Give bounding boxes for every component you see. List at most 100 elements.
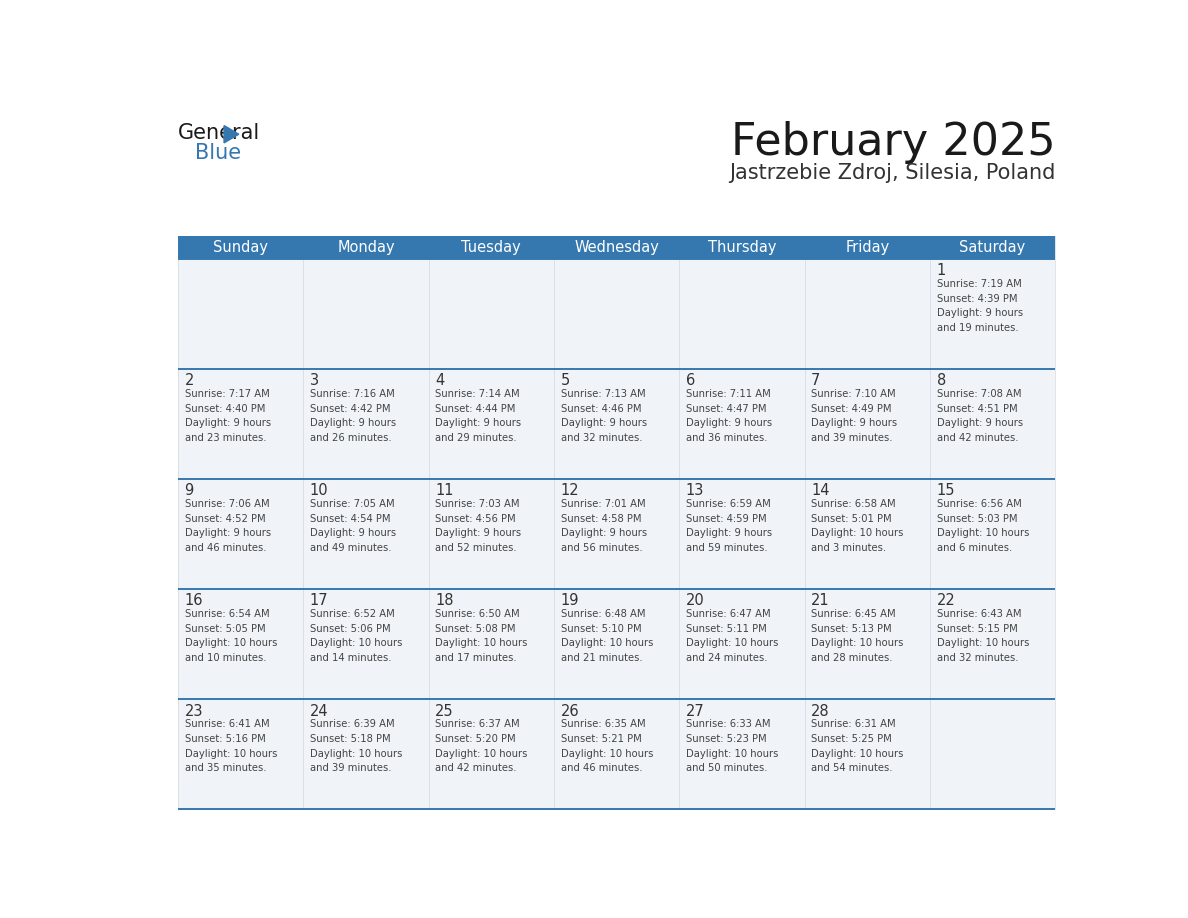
Text: Sunrise: 6:35 AM
Sunset: 5:21 PM
Daylight: 10 hours
and 46 minutes.: Sunrise: 6:35 AM Sunset: 5:21 PM Dayligh… (561, 719, 653, 773)
Text: 1: 1 (936, 263, 946, 278)
Text: Sunrise: 6:37 AM
Sunset: 5:20 PM
Daylight: 10 hours
and 42 minutes.: Sunrise: 6:37 AM Sunset: 5:20 PM Dayligh… (435, 719, 527, 773)
Text: Sunrise: 6:52 AM
Sunset: 5:06 PM
Daylight: 10 hours
and 14 minutes.: Sunrise: 6:52 AM Sunset: 5:06 PM Dayligh… (310, 609, 403, 664)
Text: 7: 7 (811, 374, 821, 388)
Text: 24: 24 (310, 703, 329, 719)
Text: Sunrise: 6:58 AM
Sunset: 5:01 PM
Daylight: 10 hours
and 3 minutes.: Sunrise: 6:58 AM Sunset: 5:01 PM Dayligh… (811, 498, 904, 554)
Bar (303, 589, 429, 700)
Text: 15: 15 (936, 484, 955, 498)
Text: Saturday: Saturday (960, 241, 1025, 255)
Text: Sunrise: 6:31 AM
Sunset: 5:25 PM
Daylight: 10 hours
and 54 minutes.: Sunrise: 6:31 AM Sunset: 5:25 PM Dayligh… (811, 719, 904, 773)
Text: Jastrzebie Zdroj, Silesia, Poland: Jastrzebie Zdroj, Silesia, Poland (729, 163, 1055, 184)
Bar (554, 589, 680, 700)
Text: 16: 16 (184, 594, 203, 609)
Bar (804, 479, 930, 589)
Text: Sunrise: 7:08 AM
Sunset: 4:51 PM
Daylight: 9 hours
and 42 minutes.: Sunrise: 7:08 AM Sunset: 4:51 PM Dayligh… (936, 389, 1023, 443)
Bar (680, 589, 804, 700)
Bar (303, 369, 429, 479)
Bar (178, 700, 303, 810)
Text: 25: 25 (435, 703, 454, 719)
Text: 19: 19 (561, 594, 579, 609)
Bar (554, 369, 680, 479)
Text: Sunday: Sunday (213, 241, 268, 255)
Text: Sunrise: 7:17 AM
Sunset: 4:40 PM
Daylight: 9 hours
and 23 minutes.: Sunrise: 7:17 AM Sunset: 4:40 PM Dayligh… (184, 389, 271, 443)
Text: Sunrise: 6:47 AM
Sunset: 5:11 PM
Daylight: 10 hours
and 24 minutes.: Sunrise: 6:47 AM Sunset: 5:11 PM Dayligh… (685, 609, 778, 664)
Text: 11: 11 (435, 484, 454, 498)
Bar (554, 259, 680, 369)
Text: Sunrise: 7:06 AM
Sunset: 4:52 PM
Daylight: 9 hours
and 46 minutes.: Sunrise: 7:06 AM Sunset: 4:52 PM Dayligh… (184, 498, 271, 554)
Bar (930, 237, 1055, 259)
Text: 12: 12 (561, 484, 579, 498)
Text: Sunrise: 6:56 AM
Sunset: 5:03 PM
Daylight: 10 hours
and 6 minutes.: Sunrise: 6:56 AM Sunset: 5:03 PM Dayligh… (936, 498, 1029, 554)
Bar (930, 589, 1055, 700)
Text: 10: 10 (310, 484, 329, 498)
Bar (303, 259, 429, 369)
Text: 22: 22 (936, 594, 955, 609)
Text: Blue: Blue (195, 143, 241, 162)
Text: Sunrise: 6:45 AM
Sunset: 5:13 PM
Daylight: 10 hours
and 28 minutes.: Sunrise: 6:45 AM Sunset: 5:13 PM Dayligh… (811, 609, 904, 664)
Text: 6: 6 (685, 374, 695, 388)
Text: Sunrise: 6:33 AM
Sunset: 5:23 PM
Daylight: 10 hours
and 50 minutes.: Sunrise: 6:33 AM Sunset: 5:23 PM Dayligh… (685, 719, 778, 773)
Text: 2: 2 (184, 374, 194, 388)
Text: General: General (178, 123, 260, 143)
Text: Sunrise: 7:14 AM
Sunset: 4:44 PM
Daylight: 9 hours
and 29 minutes.: Sunrise: 7:14 AM Sunset: 4:44 PM Dayligh… (435, 389, 522, 443)
Text: Sunrise: 7:01 AM
Sunset: 4:58 PM
Daylight: 9 hours
and 56 minutes.: Sunrise: 7:01 AM Sunset: 4:58 PM Dayligh… (561, 498, 646, 554)
Bar (680, 259, 804, 369)
Bar (429, 479, 554, 589)
Bar (804, 259, 930, 369)
Text: Sunrise: 7:10 AM
Sunset: 4:49 PM
Daylight: 9 hours
and 39 minutes.: Sunrise: 7:10 AM Sunset: 4:49 PM Dayligh… (811, 389, 897, 443)
Bar (804, 700, 930, 810)
Text: February 2025: February 2025 (731, 121, 1055, 164)
Text: 21: 21 (811, 594, 829, 609)
Bar (680, 700, 804, 810)
Text: 20: 20 (685, 594, 704, 609)
Text: 8: 8 (936, 374, 946, 388)
Text: Sunrise: 7:11 AM
Sunset: 4:47 PM
Daylight: 9 hours
and 36 minutes.: Sunrise: 7:11 AM Sunset: 4:47 PM Dayligh… (685, 389, 772, 443)
Bar (930, 369, 1055, 479)
Text: Tuesday: Tuesday (461, 241, 522, 255)
Text: Monday: Monday (337, 241, 394, 255)
Text: Sunrise: 6:48 AM
Sunset: 5:10 PM
Daylight: 10 hours
and 21 minutes.: Sunrise: 6:48 AM Sunset: 5:10 PM Dayligh… (561, 609, 653, 664)
Bar (554, 237, 680, 259)
Bar (429, 237, 554, 259)
Bar (303, 700, 429, 810)
Text: 23: 23 (184, 703, 203, 719)
Text: 14: 14 (811, 484, 829, 498)
Text: 9: 9 (184, 484, 194, 498)
Bar (680, 479, 804, 589)
Text: 5: 5 (561, 374, 570, 388)
Text: Sunrise: 6:54 AM
Sunset: 5:05 PM
Daylight: 10 hours
and 10 minutes.: Sunrise: 6:54 AM Sunset: 5:05 PM Dayligh… (184, 609, 277, 664)
Text: Sunrise: 7:19 AM
Sunset: 4:39 PM
Daylight: 9 hours
and 19 minutes.: Sunrise: 7:19 AM Sunset: 4:39 PM Dayligh… (936, 279, 1023, 333)
Bar (680, 369, 804, 479)
Text: 13: 13 (685, 484, 704, 498)
Bar (930, 479, 1055, 589)
Bar (303, 237, 429, 259)
Text: Friday: Friday (845, 241, 890, 255)
Bar (429, 589, 554, 700)
Bar (178, 369, 303, 479)
Text: Sunrise: 6:39 AM
Sunset: 5:18 PM
Daylight: 10 hours
and 39 minutes.: Sunrise: 6:39 AM Sunset: 5:18 PM Dayligh… (310, 719, 403, 773)
Text: Sunrise: 6:50 AM
Sunset: 5:08 PM
Daylight: 10 hours
and 17 minutes.: Sunrise: 6:50 AM Sunset: 5:08 PM Dayligh… (435, 609, 527, 664)
Text: Sunrise: 6:43 AM
Sunset: 5:15 PM
Daylight: 10 hours
and 32 minutes.: Sunrise: 6:43 AM Sunset: 5:15 PM Dayligh… (936, 609, 1029, 664)
Text: Sunrise: 7:13 AM
Sunset: 4:46 PM
Daylight: 9 hours
and 32 minutes.: Sunrise: 7:13 AM Sunset: 4:46 PM Dayligh… (561, 389, 646, 443)
Text: Sunrise: 7:16 AM
Sunset: 4:42 PM
Daylight: 9 hours
and 26 minutes.: Sunrise: 7:16 AM Sunset: 4:42 PM Dayligh… (310, 389, 396, 443)
Bar (178, 589, 303, 700)
Text: 17: 17 (310, 594, 329, 609)
Bar (429, 259, 554, 369)
Text: 27: 27 (685, 703, 704, 719)
Text: 18: 18 (435, 594, 454, 609)
Bar (554, 479, 680, 589)
Bar (178, 237, 303, 259)
Text: 3: 3 (310, 374, 320, 388)
Text: Sunrise: 6:41 AM
Sunset: 5:16 PM
Daylight: 10 hours
and 35 minutes.: Sunrise: 6:41 AM Sunset: 5:16 PM Dayligh… (184, 719, 277, 773)
Text: Sunrise: 6:59 AM
Sunset: 4:59 PM
Daylight: 9 hours
and 59 minutes.: Sunrise: 6:59 AM Sunset: 4:59 PM Dayligh… (685, 498, 772, 554)
Bar (804, 589, 930, 700)
Bar (178, 479, 303, 589)
Bar (429, 369, 554, 479)
Text: 28: 28 (811, 703, 829, 719)
Polygon shape (225, 126, 239, 143)
Bar (804, 237, 930, 259)
Bar (303, 479, 429, 589)
Text: Thursday: Thursday (708, 241, 776, 255)
Text: Sunrise: 7:03 AM
Sunset: 4:56 PM
Daylight: 9 hours
and 52 minutes.: Sunrise: 7:03 AM Sunset: 4:56 PM Dayligh… (435, 498, 522, 554)
Text: 26: 26 (561, 703, 579, 719)
